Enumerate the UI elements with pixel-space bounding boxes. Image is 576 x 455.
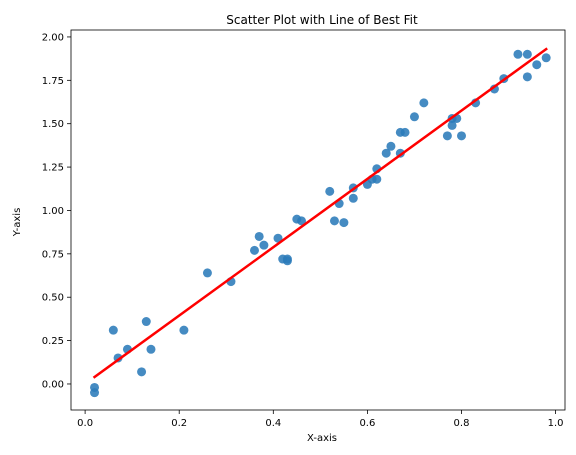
data-point [249, 245, 259, 255]
data-point [386, 141, 396, 151]
data-point [381, 148, 391, 158]
x-axis-label: X-axis [307, 433, 337, 444]
data-point [90, 388, 100, 398]
data-point [259, 240, 269, 250]
y-tick-label: 0.75 [42, 249, 64, 260]
y-tick-label: 2.00 [42, 32, 64, 43]
y-tick-label: 1.75 [42, 76, 64, 87]
y-axis-label: Y-axis [12, 208, 23, 238]
data-point [329, 216, 339, 226]
best-fit-line [92, 47, 548, 379]
x-tick-label: 0.6 [359, 418, 375, 429]
data-point [442, 131, 452, 141]
plot-frame [70, 29, 566, 411]
data-point [372, 174, 382, 184]
data-point [457, 131, 466, 141]
data-point [339, 218, 349, 228]
y-tick-label: 0.25 [42, 336, 64, 347]
data-point [541, 53, 551, 63]
data-point [108, 325, 118, 335]
data-point [522, 49, 532, 59]
data-point [447, 120, 457, 130]
data-point [348, 193, 358, 203]
data-point [522, 72, 532, 82]
data-point [297, 216, 307, 226]
y-tick-label: 0.50 [42, 293, 64, 304]
y-tick-label: 1.25 [42, 163, 64, 174]
x-tick-label: 0.2 [171, 418, 187, 429]
y-tick-label: 0.00 [42, 379, 64, 390]
data-point [325, 186, 335, 196]
y-tick-label: 1.50 [42, 119, 64, 130]
x-tick-label: 0.0 [77, 418, 93, 429]
data-point [146, 344, 156, 354]
data-point [489, 84, 499, 94]
data-point [532, 60, 542, 70]
data-point [141, 317, 151, 327]
data-point [202, 268, 212, 278]
data-point [409, 112, 419, 122]
x-tick-label: 0.4 [265, 418, 281, 429]
data-point [400, 127, 410, 137]
data-point [273, 233, 283, 243]
data-point [137, 367, 147, 377]
data-point [513, 49, 523, 59]
y-tick-label: 1.00 [42, 206, 64, 217]
data-point [179, 325, 189, 335]
x-tick-label: 1.0 [548, 418, 564, 429]
x-tick-label: 0.8 [454, 418, 470, 429]
data-point [282, 254, 292, 264]
plot-area: 0.0 0.2 0.4 0.6 0.8 1.0 0.00 0.25 0.50 0.75 1.00 1.… [42, 29, 566, 429]
chart-title: Scatter Plot with Line of Best Fit [226, 13, 418, 27]
data-point [254, 231, 264, 241]
data-point [419, 98, 429, 108]
